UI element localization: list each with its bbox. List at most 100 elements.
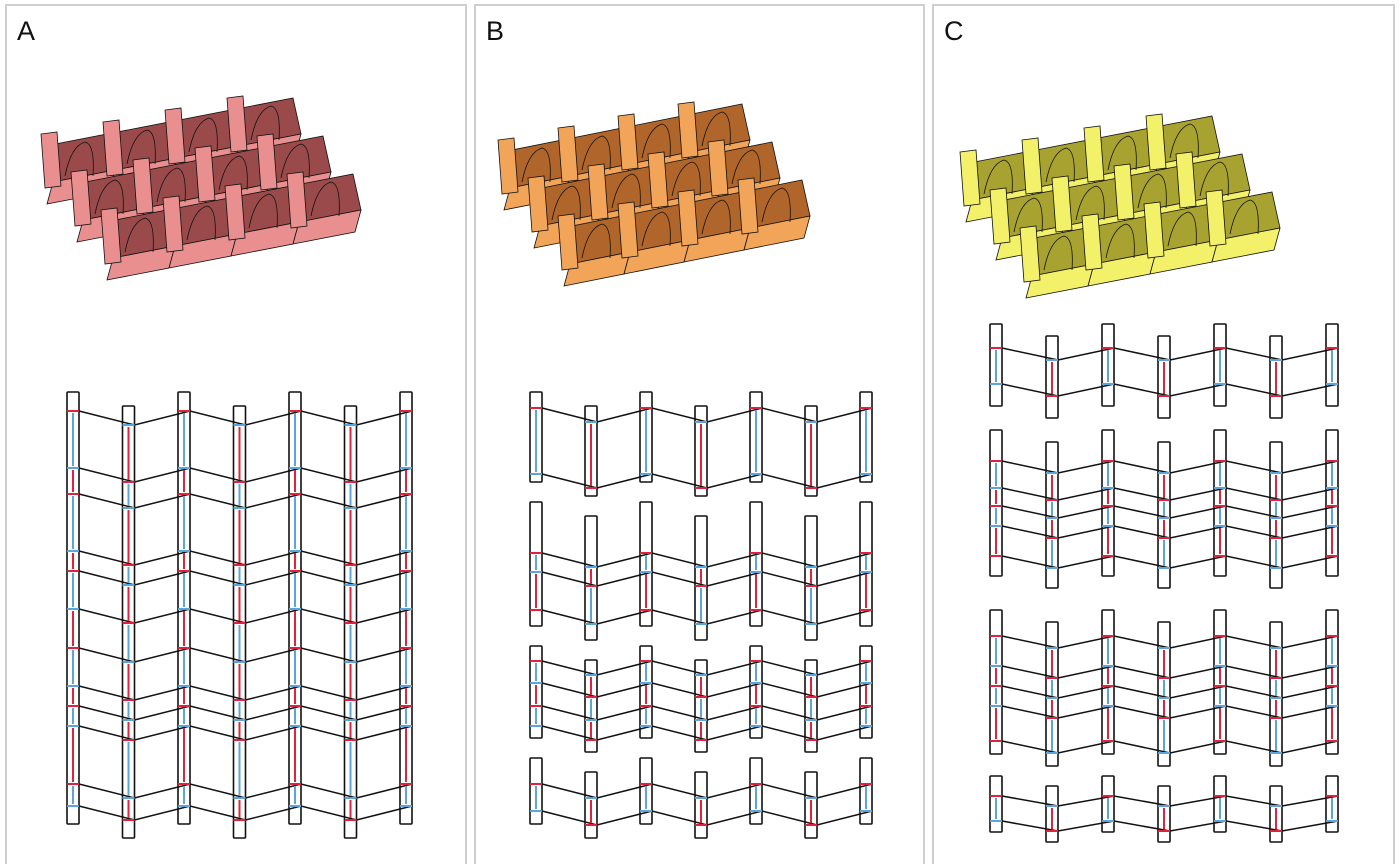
crease-pattern-c	[989, 323, 1339, 843]
pleat-column	[989, 775, 1003, 833]
fold-ridge	[70, 169, 92, 227]
pleat-column	[1269, 335, 1283, 419]
pleat-column	[1325, 609, 1339, 755]
fold-arch	[1137, 173, 1167, 209]
fold-arch	[581, 223, 611, 259]
fold-front-face	[292, 209, 362, 245]
fold-ridge	[286, 171, 308, 229]
fold-arch	[761, 187, 791, 223]
panel-label-a: A	[17, 16, 36, 46]
pleat-column	[584, 515, 598, 641]
fold-ridge	[1205, 189, 1227, 247]
pleat-column	[1101, 609, 1115, 755]
fold-ridge	[617, 113, 639, 171]
fold-ridge	[224, 183, 246, 241]
pleat-column	[989, 323, 1003, 407]
fold-arch	[1169, 123, 1199, 159]
fold-ridge	[1083, 125, 1105, 183]
fold-arch	[218, 155, 248, 191]
fold-arch	[250, 105, 280, 141]
pleat-column	[1325, 775, 1339, 833]
fold-front-face	[1211, 227, 1281, 263]
fold-ridge	[587, 163, 609, 221]
fold-ridge	[707, 139, 729, 197]
fold-arch	[983, 159, 1013, 195]
fold-arch	[1199, 161, 1229, 197]
fold-ridge	[1051, 175, 1073, 233]
pleat-column	[694, 771, 708, 839]
fold-ridge	[132, 157, 154, 215]
fold-arch	[1075, 185, 1105, 221]
panel-label-b: B	[486, 16, 505, 46]
pleat-column	[1269, 621, 1283, 767]
fold-arch	[641, 211, 671, 247]
pleat-column	[859, 391, 873, 483]
pleat-column	[859, 645, 873, 739]
fold-ridge	[737, 177, 759, 235]
fold-ridge	[194, 145, 216, 203]
fold-arch	[581, 135, 611, 171]
pleat-column	[529, 391, 543, 483]
pleat-column	[804, 515, 818, 641]
fold-arch	[248, 193, 278, 229]
pleat-column	[639, 757, 653, 825]
fold-ridge	[1021, 137, 1043, 195]
pleat-column	[584, 405, 598, 497]
panel-b: B	[474, 4, 925, 864]
pleat-column	[1101, 429, 1115, 577]
pleat-column	[804, 405, 818, 497]
fold-ridge	[959, 149, 981, 207]
pleat-column	[749, 501, 763, 627]
fold-arch	[731, 149, 761, 185]
crease-pattern-a	[66, 391, 413, 839]
fold-ridge	[100, 207, 122, 265]
fold-arch	[280, 143, 310, 179]
pleat-column	[1325, 323, 1339, 407]
pleat-column	[749, 391, 763, 483]
pleat-column	[749, 757, 763, 825]
fold-arch	[1045, 147, 1075, 183]
fold-ridge	[1175, 151, 1197, 209]
fold-ridge	[162, 195, 184, 253]
pleat-column	[1101, 323, 1115, 407]
origami-figure-a	[40, 95, 413, 839]
fold-ridge	[1081, 213, 1103, 271]
fold-ridge	[256, 133, 278, 191]
origami-figure-b	[497, 101, 873, 839]
pleat-column	[1157, 335, 1171, 419]
pleat-column	[529, 501, 543, 627]
fold-arch	[521, 147, 551, 183]
fold-ridge	[677, 101, 699, 159]
pleat-column	[1157, 785, 1171, 843]
pleat-column	[1213, 775, 1227, 833]
pleat-column	[529, 757, 543, 825]
fold-arch	[186, 205, 216, 241]
pleat-column	[989, 609, 1003, 755]
fold-arch	[701, 199, 731, 235]
fold-ridge	[527, 175, 549, 233]
pleat-column	[1213, 323, 1227, 407]
folded-model-b	[497, 101, 811, 287]
fold-ridge	[1145, 113, 1167, 171]
pleat-column	[859, 757, 873, 825]
fold-arch	[1107, 135, 1137, 171]
origami-figure-c	[959, 113, 1339, 843]
pleat-column	[804, 659, 818, 753]
crease-pattern-b	[529, 391, 873, 839]
pleat-column	[1045, 621, 1059, 767]
fold-ridge	[40, 131, 62, 189]
fold-arch	[188, 117, 218, 153]
fold-arch	[671, 161, 701, 197]
fold-arch	[1167, 211, 1197, 247]
fold-arch	[551, 185, 581, 221]
fold-arch	[64, 141, 94, 177]
fold-ridge	[226, 95, 248, 153]
fold-ridge	[497, 137, 519, 195]
fold-ridge	[102, 119, 124, 177]
fold-ridge	[677, 189, 699, 247]
fold-arch	[1043, 235, 1073, 271]
pleat-column	[639, 645, 653, 739]
fold-arch	[94, 179, 124, 215]
fold-ridge	[1143, 201, 1165, 259]
fold-ridge	[1019, 225, 1041, 283]
